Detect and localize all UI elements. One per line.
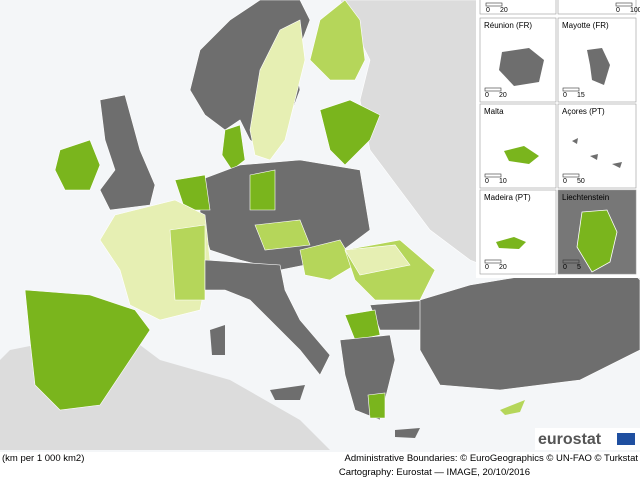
eu-flag [617,433,635,445]
scale-bar [484,87,502,92]
scale-label: 0 [485,264,489,271]
scale-label: 0 [485,178,489,185]
hungary [299,239,356,281]
logo-box [535,428,640,450]
inset-label: Mayotte (FR) [562,21,609,30]
inset-frame [557,0,637,15]
benelux [174,174,211,211]
unit: (km per 1 000 km2) [2,453,85,464]
sicily [270,385,305,400]
peloponnese [367,392,386,419]
inset-label: Açores (PT) [562,107,605,116]
finland [309,0,366,81]
scale-label: 0 [485,92,489,99]
inset-frame [557,103,637,189]
sardinia [210,325,225,355]
scale-bar [562,87,580,92]
scale-label: 20 [499,92,507,99]
iberia [24,289,151,411]
scale-label: 20 [500,7,508,14]
scale-label: 50 [577,178,585,185]
scale-label: 10 [499,178,507,185]
scale-label: 0 [563,92,567,99]
inset-shape [499,48,544,86]
inset-label: Réunion (FR) [484,21,532,30]
east-france [169,224,206,301]
crete [395,428,420,438]
inset-shape [496,237,526,249]
inset-label: Liechtenstein [562,193,609,202]
scale-bar [562,173,580,178]
scale-label: 100 [630,7,640,14]
denmark [221,124,246,171]
scale-label: 5 [577,264,581,271]
scale-label: 0 [563,178,567,185]
logo: eurostat [538,431,602,448]
scale-label: 0 [563,264,567,271]
inset-shape [572,138,622,168]
credit: Cartography: Eurostat — IMAGE, 20/10/201… [338,467,530,478]
scale-bar [484,259,502,264]
scale-label: 0 [616,7,620,14]
sweden [249,19,306,161]
scale-bar [484,173,502,178]
scale-label: 15 [577,92,585,99]
east-germany [249,169,276,211]
inset-label: Madeira (PT) [484,193,531,202]
scale-bar [562,259,580,264]
credit: Administrative Boundaries: © EuroGeograp… [344,453,638,464]
ireland [54,139,101,191]
inset-shape [576,209,618,273]
inset-shape [504,146,539,164]
czechia [254,219,311,251]
baltics [319,99,381,166]
inset-shape [587,48,610,85]
inset-frame [479,189,557,275]
cyprus [500,400,525,415]
inset-frame [479,103,557,189]
scale-label: 0 [486,7,490,14]
scale-label: 20 [499,264,507,271]
romania-north [344,244,411,276]
inset-frame [479,0,557,15]
scale-bar [485,2,503,7]
macedonia [344,309,381,341]
uk [99,94,156,211]
italy [204,259,331,376]
inset-label: Malta [484,107,504,116]
scale-bar [615,2,633,7]
